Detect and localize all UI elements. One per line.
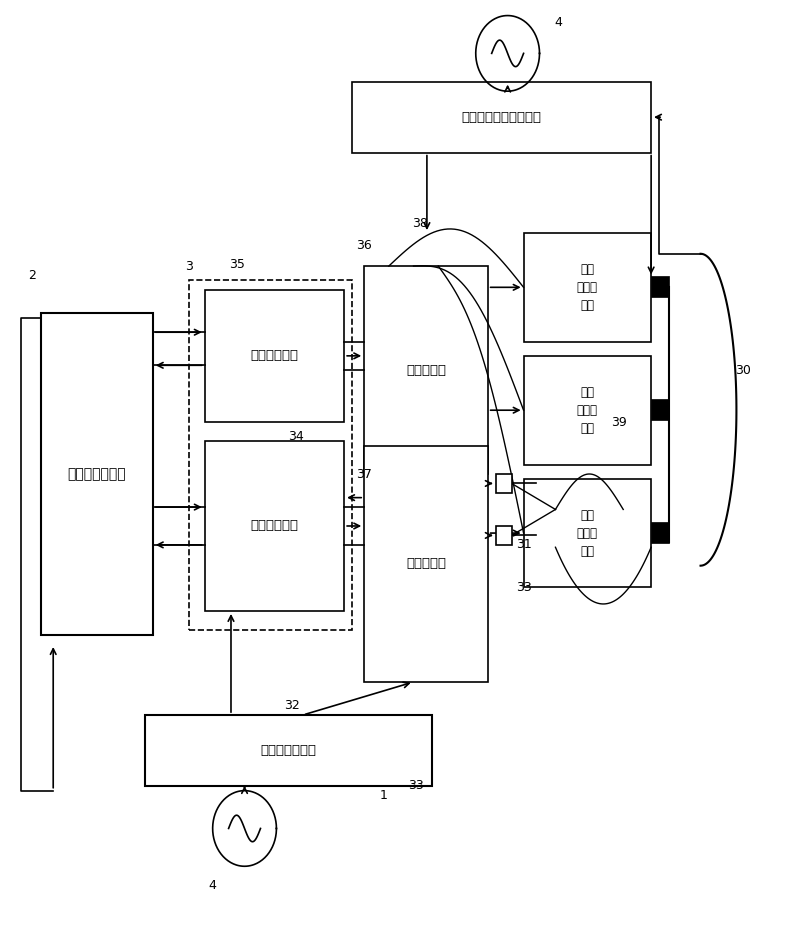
FancyBboxPatch shape bbox=[651, 277, 669, 298]
FancyBboxPatch shape bbox=[145, 715, 432, 786]
FancyBboxPatch shape bbox=[523, 233, 651, 341]
FancyBboxPatch shape bbox=[364, 446, 488, 682]
Text: 36: 36 bbox=[356, 239, 372, 252]
Text: 33: 33 bbox=[516, 581, 531, 594]
Text: 温度测量模组: 温度测量模组 bbox=[250, 520, 298, 533]
Text: 1: 1 bbox=[380, 789, 388, 802]
Text: 4: 4 bbox=[554, 16, 562, 28]
Text: 33: 33 bbox=[408, 779, 424, 793]
Text: 再生
与驱动
电路: 再生 与驱动 电路 bbox=[577, 263, 598, 312]
Text: 再生
与驱动
电路: 再生 与驱动 电路 bbox=[577, 386, 598, 435]
Text: 30: 30 bbox=[735, 363, 750, 376]
Text: 输入接口板: 输入接口板 bbox=[406, 557, 446, 571]
Text: 资料库分析单元: 资料库分析单元 bbox=[68, 467, 126, 481]
Text: 2: 2 bbox=[28, 269, 36, 282]
FancyBboxPatch shape bbox=[352, 82, 651, 153]
Text: 控用电源供应器: 控用电源供应器 bbox=[260, 744, 316, 757]
FancyBboxPatch shape bbox=[205, 290, 344, 422]
Text: 输出接口板: 输出接口板 bbox=[406, 363, 446, 376]
Text: 38: 38 bbox=[412, 217, 428, 230]
Text: 37: 37 bbox=[356, 467, 372, 481]
FancyBboxPatch shape bbox=[496, 474, 512, 493]
FancyBboxPatch shape bbox=[42, 313, 153, 635]
FancyBboxPatch shape bbox=[523, 356, 651, 465]
Text: 调节控制模组: 调节控制模组 bbox=[250, 350, 298, 362]
FancyBboxPatch shape bbox=[496, 526, 512, 545]
Text: 34: 34 bbox=[289, 429, 304, 443]
FancyBboxPatch shape bbox=[523, 479, 651, 588]
Text: 31: 31 bbox=[516, 538, 531, 552]
Text: 3: 3 bbox=[185, 260, 193, 273]
Text: 35: 35 bbox=[229, 258, 245, 271]
Text: 39: 39 bbox=[611, 415, 627, 428]
FancyBboxPatch shape bbox=[651, 399, 669, 420]
Text: 排排风视用电源供应器: 排排风视用电源供应器 bbox=[462, 111, 542, 123]
Text: 再生
与驱动
电路: 再生 与驱动 电路 bbox=[577, 508, 598, 557]
FancyBboxPatch shape bbox=[651, 522, 669, 543]
Text: 32: 32 bbox=[285, 699, 300, 712]
FancyBboxPatch shape bbox=[205, 441, 344, 611]
Text: 4: 4 bbox=[209, 879, 217, 892]
FancyBboxPatch shape bbox=[364, 266, 488, 474]
